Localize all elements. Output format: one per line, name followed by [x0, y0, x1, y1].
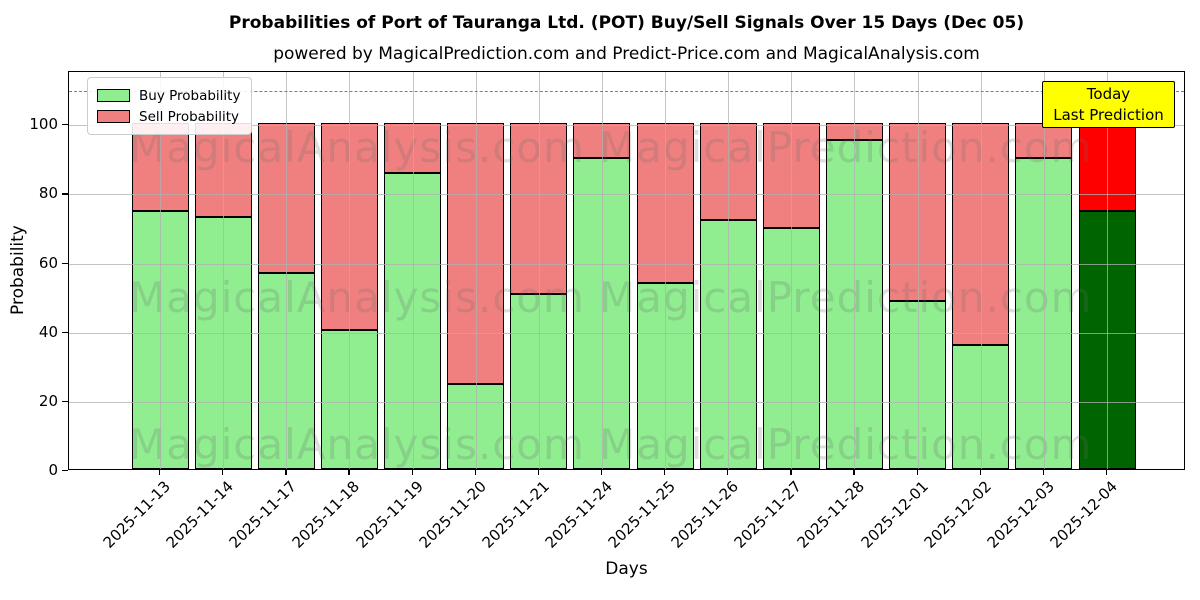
y-tick	[62, 400, 68, 403]
x-tick	[664, 470, 666, 475]
x-tick	[348, 470, 350, 475]
chart-subtitle: powered by MagicalPrediction.com and Pre…	[273, 44, 980, 64]
x-axis-label: Days	[605, 559, 648, 579]
watermark-text: MagicalPrediction.com	[599, 273, 1093, 322]
threshold-dashed-line	[69, 90, 1184, 92]
y-tick	[62, 470, 68, 472]
x-tick	[222, 470, 224, 475]
y-tick-label: 20	[38, 391, 58, 410]
plot-area: MagicalAnalysis.com MagicalPrediction.com…	[68, 71, 1185, 470]
x-tick	[853, 470, 855, 475]
legend-item-sell: Sell Probability	[97, 106, 240, 127]
watermark-text: MagicalPrediction.com	[599, 123, 1093, 172]
x-tick	[727, 470, 729, 475]
x-tick	[790, 470, 792, 475]
y-tick-label: 80	[38, 184, 58, 203]
x-tick	[916, 470, 918, 475]
y-tick	[62, 331, 68, 333]
chart-title: Probabilities of Port of Tauranga Ltd. (…	[228, 13, 1025, 33]
y-tick	[62, 124, 68, 126]
legend-label-buy: Buy Probability	[139, 87, 241, 104]
x-tick	[1042, 470, 1045, 475]
watermark-layer: MagicalAnalysis.com MagicalPrediction.com…	[69, 72, 1184, 469]
x-tick	[979, 470, 981, 475]
x-tick	[1106, 470, 1108, 475]
x-tick	[285, 470, 287, 475]
buy-swatch-icon	[97, 89, 130, 102]
legend-label-sell: Sell Probability	[139, 108, 240, 125]
y-tick-label: 100	[29, 115, 58, 134]
x-tick	[474, 470, 476, 475]
sell-swatch-icon	[97, 110, 130, 123]
y-tick-label: 40	[38, 322, 58, 341]
y-tick-label: 60	[38, 253, 58, 272]
today-annotation-line1: Today	[1086, 85, 1131, 103]
x-tick	[537, 470, 540, 475]
today-annotation-line2: Last Prediction	[1053, 106, 1164, 124]
x-tick	[600, 470, 603, 475]
x-tick	[411, 470, 413, 475]
watermark-text: MagicalPrediction.com	[599, 420, 1093, 469]
legend: Buy Probability Sell Probability	[87, 77, 253, 135]
y-tick	[62, 193, 68, 195]
watermark-text: MagicalAnalysis.com	[129, 420, 585, 469]
today-annotation: Today Last Prediction	[1042, 81, 1175, 128]
y-tick-label: 0	[48, 461, 58, 479]
x-tick	[159, 470, 161, 475]
legend-item-buy: Buy Probability	[97, 85, 240, 106]
y-tick	[62, 262, 68, 264]
watermark-text: MagicalAnalysis.com	[129, 273, 585, 322]
